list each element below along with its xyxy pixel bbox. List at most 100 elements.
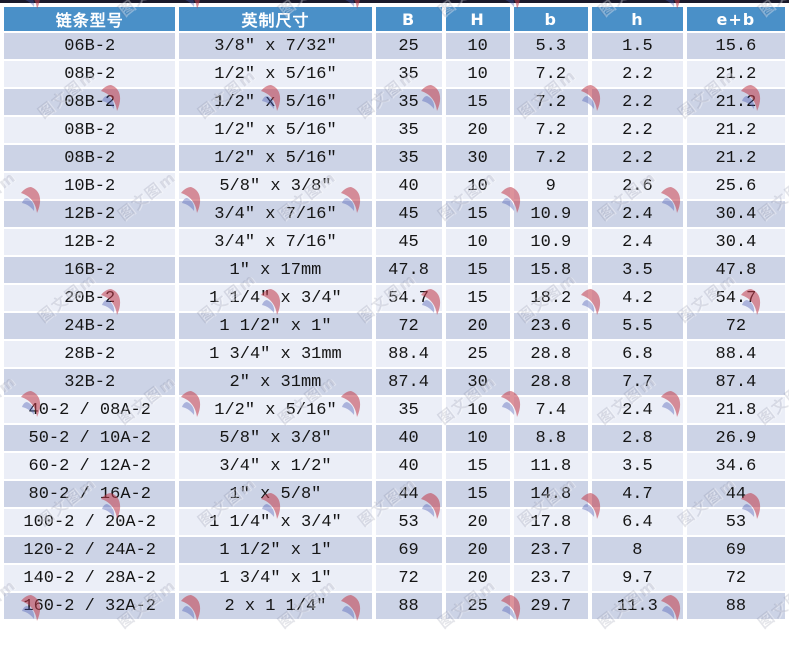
cell-h: 2.2: [591, 61, 683, 87]
cell-imperial: 2″ x 31mm: [179, 369, 372, 395]
table-row: 100-2 / 20A-2 1 1/4″ x 3/4″ 53 20 17.8 6.4 53: [4, 509, 785, 535]
cell-h: 6.8: [591, 341, 683, 367]
table-row: 08B-2 1/2″ x 5/16″ 35 20 7.2 2.2 21.2: [4, 117, 785, 143]
cell-eb: 53: [686, 509, 785, 535]
cell-imperial: 1/2″ x 5/16″: [179, 117, 372, 143]
cell-imperial: 1/2″ x 5/16″: [179, 397, 372, 423]
cell-model: 24B-2: [4, 313, 176, 339]
cell-model: 06B-2: [4, 33, 176, 59]
cell-B: 87.4: [375, 369, 442, 395]
cell-eb: 21.2: [686, 89, 785, 115]
cell-h: 8: [591, 537, 683, 563]
cell-h: 2.4: [591, 201, 683, 227]
cell-model: 08B-2: [4, 117, 176, 143]
table-row: 32B-2 2″ x 31mm 87.4 30 28.8 7.7 87.4: [4, 369, 785, 395]
cell-H: 20: [445, 565, 510, 591]
table-row: 06B-2 3/8″ x 7/32″ 25 10 5.3 1.5 15.6: [4, 33, 785, 59]
cell-eb: 30.4: [686, 229, 785, 255]
column-header-h: h: [591, 7, 683, 31]
cell-model: 12B-2: [4, 229, 176, 255]
cell-model: 08B-2: [4, 89, 176, 115]
cell-h: 4.2: [591, 285, 683, 311]
cell-H: 10: [445, 61, 510, 87]
cell-B: 40: [375, 425, 442, 451]
cell-eb: 34.6: [686, 453, 785, 479]
cell-b: 28.8: [513, 341, 588, 367]
cell-h: 2.2: [591, 145, 683, 171]
cell-h: 3.5: [591, 453, 683, 479]
cell-eb: 44: [686, 481, 785, 507]
cell-B: 45: [375, 201, 442, 227]
cell-eb: 25.6: [686, 173, 785, 199]
cell-imperial: 3/8″ x 7/32″: [179, 33, 372, 59]
cell-H: 20: [445, 509, 510, 535]
cell-H: 15: [445, 285, 510, 311]
cell-b: 11.8: [513, 453, 588, 479]
cell-B: 88.4: [375, 341, 442, 367]
table-row: 120-2 / 24A-2 1 1/2″ x 1″ 69 20 23.7 8 69: [4, 537, 785, 563]
cell-h: 2.2: [591, 117, 683, 143]
column-header-imperial: 英制尺寸: [179, 7, 372, 31]
cell-h: 1.5: [591, 33, 683, 59]
cell-b: 7.2: [513, 89, 588, 115]
cell-H: 10: [445, 397, 510, 423]
table-row: 10B-2 5/8″ x 3/8″ 40 10 9 2.6 25.6: [4, 173, 785, 199]
cell-model: 120-2 / 24A-2: [4, 537, 176, 563]
cell-model: 80-2 / 16A-2: [4, 481, 176, 507]
table-row: 24B-2 1 1/2″ x 1″ 72 20 23.6 5.5 72: [4, 313, 785, 339]
cell-imperial: 1 1/4″ x 3/4″: [179, 285, 372, 311]
cell-B: 69: [375, 537, 442, 563]
cell-b: 9: [513, 173, 588, 199]
cell-imperial: 5/8″ x 3/8″: [179, 425, 372, 451]
cell-imperial: 1″ x 5/8″: [179, 481, 372, 507]
cell-imperial: 2 x 1 1/4″: [179, 593, 372, 619]
cell-eb: 88: [686, 593, 785, 619]
table-row: 80-2 / 16A-2 1″ x 5/8″ 44 15 14.8 4.7 44: [4, 481, 785, 507]
cell-H: 20: [445, 313, 510, 339]
cell-H: 15: [445, 257, 510, 283]
cell-h: 3.5: [591, 257, 683, 283]
cell-b: 10.9: [513, 229, 588, 255]
cell-eb: 72: [686, 313, 785, 339]
cell-H: 15: [445, 201, 510, 227]
cell-model: 60-2 / 12A-2: [4, 453, 176, 479]
cell-eb: 21.2: [686, 117, 785, 143]
cell-H: 10: [445, 425, 510, 451]
cell-H: 25: [445, 593, 510, 619]
cell-b: 29.7: [513, 593, 588, 619]
cell-model: 50-2 / 10A-2: [4, 425, 176, 451]
column-header-H: H: [445, 7, 510, 31]
cell-B: 45: [375, 229, 442, 255]
cell-imperial: 1/2″ x 5/16″: [179, 61, 372, 87]
table-row: 08B-2 1/2″ x 5/16″ 35 10 7.2 2.2 21.2: [4, 61, 785, 87]
cell-imperial: 5/8″ x 3/8″: [179, 173, 372, 199]
cell-model: 140-2 / 28A-2: [4, 565, 176, 591]
cell-model: 12B-2: [4, 201, 176, 227]
table-row: 40-2 / 08A-2 1/2″ x 5/16″ 35 10 7.4 2.4 21.8: [4, 397, 785, 423]
cell-B: 47.8: [375, 257, 442, 283]
cell-eb: 21.8: [686, 397, 785, 423]
cell-h: 2.4: [591, 229, 683, 255]
cell-imperial: 3/4″ x 7/16″: [179, 229, 372, 255]
cell-b: 7.2: [513, 145, 588, 171]
cell-b: 28.8: [513, 369, 588, 395]
cell-model: 100-2 / 20A-2: [4, 509, 176, 535]
cell-B: 72: [375, 313, 442, 339]
cell-model: 28B-2: [4, 341, 176, 367]
cell-H: 30: [445, 145, 510, 171]
cell-model: 32B-2: [4, 369, 176, 395]
chain-spec-table: 链条型号 英制尺寸 B H b h e+b 06B-2 3/8″ x 7/32″ 2…: [0, 5, 789, 621]
cell-B: 72: [375, 565, 442, 591]
cell-imperial: 1/2″ x 5/16″: [179, 145, 372, 171]
cell-eb: 47.8: [686, 257, 785, 283]
table-row: 60-2 / 12A-2 3/4″ x 1/2″ 40 15 11.8 3.5 34.6: [4, 453, 785, 479]
cell-eb: 21.2: [686, 145, 785, 171]
cell-h: 2.8: [591, 425, 683, 451]
cell-imperial: 1″ x 17mm: [179, 257, 372, 283]
cell-H: 15: [445, 89, 510, 115]
table-row: 08B-2 1/2″ x 5/16″ 35 30 7.2 2.2 21.2: [4, 145, 785, 171]
cell-eb: 54.7: [686, 285, 785, 311]
cell-model: 08B-2: [4, 61, 176, 87]
cell-eb: 87.4: [686, 369, 785, 395]
cell-model: 16B-2: [4, 257, 176, 283]
